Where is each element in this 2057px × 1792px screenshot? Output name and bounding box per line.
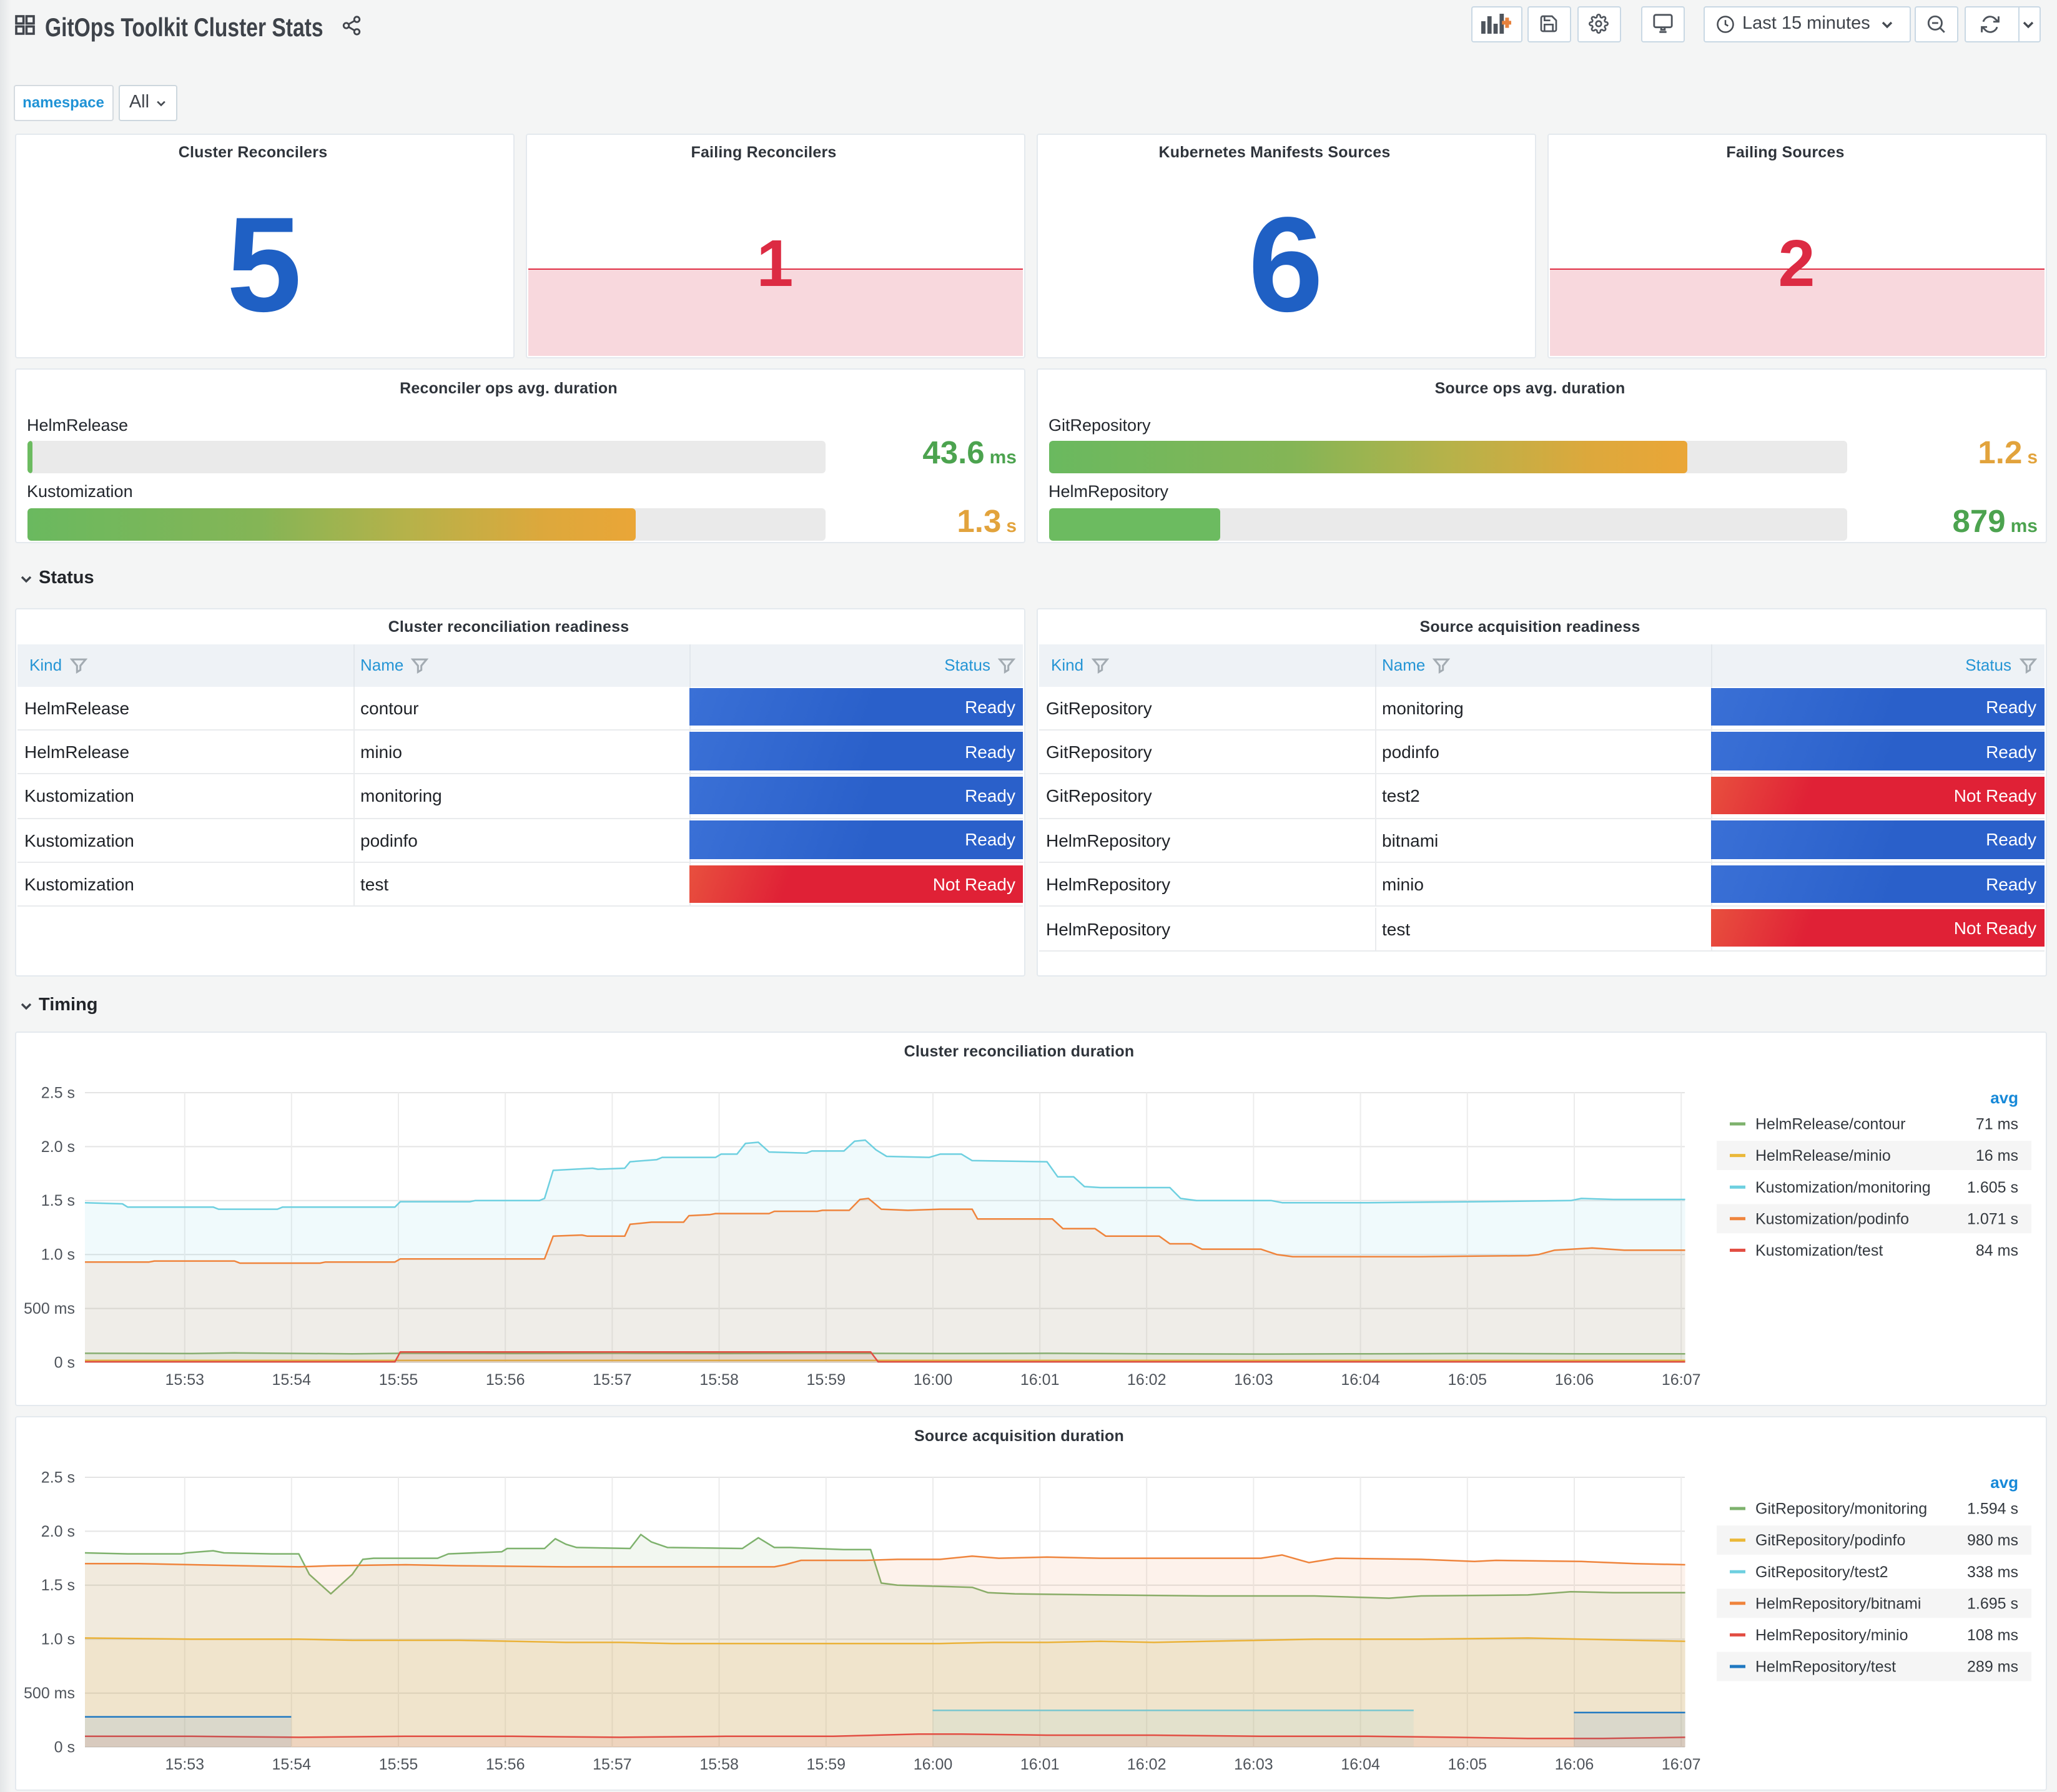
svg-text:16:01: 16:01: [1020, 1371, 1059, 1389]
svg-text:HelmRelease/contour: HelmRelease/contour: [1755, 1116, 1905, 1133]
svg-text:Kustomization/podinfo: Kustomization/podinfo: [1755, 1210, 1908, 1228]
svg-text:2.5 s: 2.5 s: [41, 1084, 74, 1101]
svg-text:16:04: 16:04: [1340, 1756, 1379, 1773]
svg-text:0 s: 0 s: [54, 1738, 74, 1756]
svg-text:16:03: 16:03: [1233, 1371, 1273, 1389]
svg-text:15:57: 15:57: [592, 1371, 631, 1389]
svg-text:avg: avg: [1990, 1473, 2018, 1492]
svg-text:Kustomization/monitoring: Kustomization/monitoring: [1755, 1179, 1930, 1196]
svg-text:15:57: 15:57: [592, 1756, 631, 1773]
svg-text:1.0 s: 1.0 s: [41, 1246, 74, 1264]
svg-text:HelmRepository/minio: HelmRepository/minio: [1755, 1627, 1908, 1644]
svg-text:2.0 s: 2.0 s: [41, 1523, 74, 1540]
svg-text:108 ms: 108 ms: [1966, 1627, 2018, 1644]
svg-text:15:55: 15:55: [378, 1756, 418, 1773]
svg-text:16:04: 16:04: [1340, 1371, 1379, 1389]
svg-text:1.594 s: 1.594 s: [1966, 1500, 2018, 1518]
svg-text:16:00: 16:00: [913, 1756, 952, 1773]
svg-text:1.071 s: 1.071 s: [1966, 1210, 2018, 1228]
svg-text:71 ms: 71 ms: [1975, 1116, 2018, 1133]
svg-text:16:07: 16:07: [1661, 1371, 1700, 1389]
svg-text:16:05: 16:05: [1448, 1756, 1487, 1773]
svg-text:15:56: 15:56: [485, 1756, 525, 1773]
svg-text:15:53: 15:53: [165, 1756, 204, 1773]
svg-text:GitRepository/podinfo: GitRepository/podinfo: [1755, 1532, 1905, 1549]
svg-text:HelmRepository/test: HelmRepository/test: [1755, 1658, 1895, 1676]
svg-text:avg: avg: [1990, 1088, 2018, 1107]
svg-text:980 ms: 980 ms: [1966, 1532, 2018, 1549]
svg-text:1.5 s: 1.5 s: [41, 1577, 74, 1594]
svg-text:500 ms: 500 ms: [23, 1300, 74, 1317]
svg-text:16:05: 16:05: [1448, 1371, 1487, 1389]
svg-text:16:03: 16:03: [1233, 1756, 1273, 1773]
svg-text:15:58: 15:58: [699, 1371, 738, 1389]
svg-text:289 ms: 289 ms: [1966, 1658, 2018, 1676]
svg-text:1.605 s: 1.605 s: [1966, 1179, 2018, 1196]
svg-text:GitRepository/test2: GitRepository/test2: [1755, 1563, 1888, 1581]
svg-text:16:06: 16:06: [1554, 1371, 1594, 1389]
svg-text:2.5 s: 2.5 s: [41, 1469, 74, 1486]
svg-text:15:55: 15:55: [378, 1371, 418, 1389]
svg-text:15:58: 15:58: [699, 1756, 738, 1773]
svg-text:84 ms: 84 ms: [1975, 1242, 2018, 1259]
svg-text:HelmRepository/bitnami: HelmRepository/bitnami: [1755, 1595, 1920, 1612]
svg-text:0 s: 0 s: [54, 1354, 74, 1371]
svg-text:338 ms: 338 ms: [1966, 1563, 2018, 1581]
svg-text:15:53: 15:53: [165, 1371, 204, 1389]
svg-text:500 ms: 500 ms: [23, 1685, 74, 1702]
svg-text:16:07: 16:07: [1661, 1756, 1700, 1773]
svg-text:Kustomization/test: Kustomization/test: [1755, 1242, 1882, 1259]
svg-text:15:54: 15:54: [272, 1756, 311, 1773]
svg-text:16:02: 16:02: [1127, 1371, 1166, 1389]
svg-text:1.5 s: 1.5 s: [41, 1192, 74, 1209]
svg-text:1.695 s: 1.695 s: [1966, 1595, 2018, 1612]
svg-text:15:59: 15:59: [806, 1371, 846, 1389]
svg-text:16:01: 16:01: [1020, 1756, 1059, 1773]
svg-text:16:06: 16:06: [1554, 1756, 1594, 1773]
svg-text:15:56: 15:56: [485, 1371, 525, 1389]
svg-text:16:02: 16:02: [1127, 1756, 1166, 1773]
svg-text:15:54: 15:54: [272, 1371, 311, 1389]
svg-text:16:00: 16:00: [913, 1371, 952, 1389]
svg-text:15:59: 15:59: [806, 1756, 846, 1773]
svg-text:2.0 s: 2.0 s: [41, 1138, 74, 1156]
svg-text:1.0 s: 1.0 s: [41, 1631, 74, 1648]
svg-text:16 ms: 16 ms: [1975, 1147, 2018, 1164]
svg-text:GitRepository/monitoring: GitRepository/monitoring: [1755, 1500, 1926, 1518]
svg-text:HelmRelease/minio: HelmRelease/minio: [1755, 1147, 1890, 1164]
